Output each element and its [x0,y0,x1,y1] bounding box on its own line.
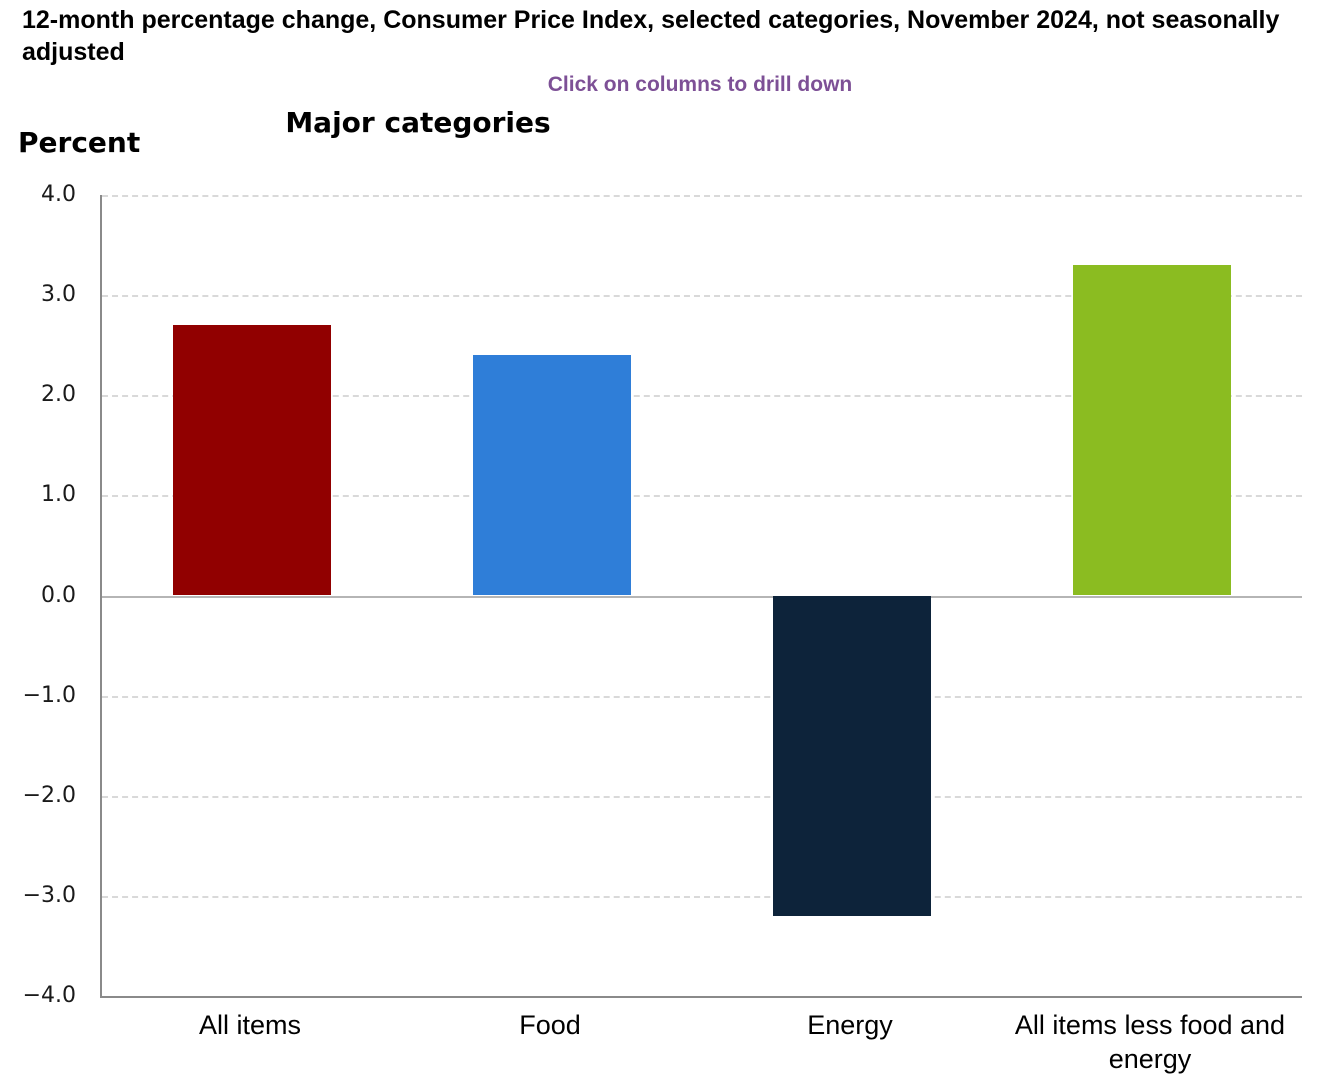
y-tick-label: 4.0 [41,182,76,207]
gridline [102,795,1302,798]
bar-energy[interactable] [773,595,931,916]
bar-food[interactable] [473,355,631,596]
y-tick-label: 0.0 [41,582,76,608]
chart-title: 12-month percentage change, Consumer Pri… [22,6,1280,66]
x-category-label: Food [519,1010,581,1040]
x-category-label: Energy [807,1010,893,1040]
gridline [102,695,1302,698]
drilldown-hint: Click on columns to drill down [547,73,853,96]
y-tick-label: −1.0 [22,682,76,708]
gridline [102,195,1302,197]
y-tick-label: 2.0 [41,382,76,408]
gridline [102,495,1302,498]
gridline [102,295,1302,298]
gridline [102,895,1302,898]
y-tick-label: −4.0 [22,983,76,1008]
zero-line [102,595,1302,598]
bar-all-items[interactable] [173,325,331,596]
plot-area [100,195,1302,998]
chart-heading: Major categories [285,106,551,139]
y-tick-label: 1.0 [41,482,76,508]
y-axis-labels: 4.0 3.0 2.0 1.0 0.0 −1.0 −2.0 −3.0 −4.0 [0,182,76,1008]
bar-all-items-less-food-and-energy[interactable] [1073,265,1231,596]
x-category-label: All items less food and energy [1014,1010,1286,1074]
y-axis-unit-label: Percent [18,126,141,159]
gridline [102,395,1302,398]
y-tick-label: −2.0 [22,782,76,808]
x-category-label: All items [198,1010,301,1040]
x-axis-labels: All items Food Energy All items less food a… [100,1008,1300,1088]
y-tick-label: −3.0 [22,882,76,908]
y-tick-label: 3.0 [41,282,76,308]
